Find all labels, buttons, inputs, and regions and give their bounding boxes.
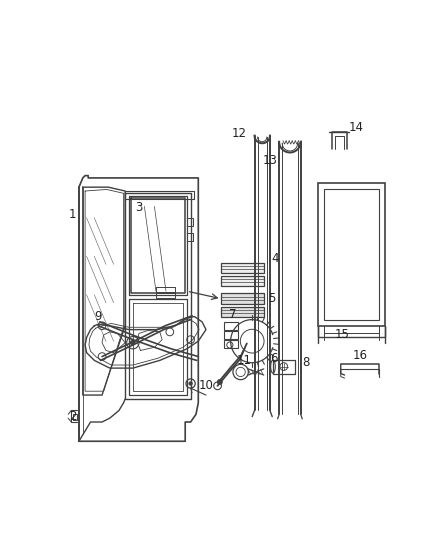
Bar	[318, 183, 385, 326]
Text: 15: 15	[335, 328, 350, 342]
Text: 13: 13	[262, 154, 277, 167]
Text: 8: 8	[302, 356, 310, 369]
Bar	[221, 294, 264, 304]
Text: 3: 3	[135, 201, 143, 214]
Bar	[224, 331, 237, 339]
Text: 7: 7	[229, 308, 237, 321]
Text: 11: 11	[237, 354, 252, 367]
Text: 12: 12	[232, 127, 247, 140]
Text: 10: 10	[198, 379, 213, 392]
Circle shape	[189, 382, 192, 385]
Text: 4: 4	[272, 252, 279, 265]
Text: 5: 5	[268, 292, 275, 305]
Circle shape	[131, 341, 135, 345]
Bar	[224, 322, 237, 329]
Bar	[224, 341, 237, 348]
Bar	[73, 414, 78, 421]
Text: 6: 6	[270, 352, 278, 365]
Bar	[221, 263, 264, 273]
Bar	[221, 306, 264, 317]
Text: 16: 16	[353, 349, 367, 361]
Circle shape	[218, 379, 222, 384]
Text: 1: 1	[69, 208, 77, 221]
Text: 2: 2	[69, 410, 77, 423]
Bar	[221, 276, 264, 287]
Bar	[324, 189, 379, 320]
Text: 9: 9	[95, 310, 102, 323]
Text: 14: 14	[349, 122, 364, 134]
